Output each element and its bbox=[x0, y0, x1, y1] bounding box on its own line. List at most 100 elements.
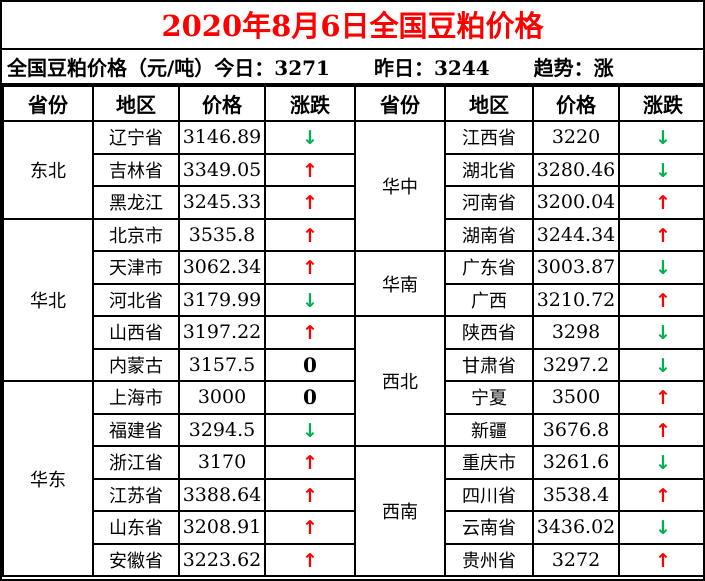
price-cell: 3500 bbox=[532, 380, 620, 415]
price-table: 省份 地区 价格 涨跌 省份 地区 价格 涨跌 东北 辽宁省 3146.89 ↓ 华中 江西省 3220 ↓… bbox=[2, 85, 703, 577]
region-cell: 黑龙江 bbox=[92, 185, 180, 220]
column-header-2: 价格 bbox=[178, 85, 266, 122]
trend-up-icon: ↑ bbox=[302, 517, 318, 540]
trend-down-icon: ↓ bbox=[302, 419, 318, 442]
table-row: 福建省 3294.5 ↓ 新疆 3676.8 ↑ bbox=[3, 412, 703, 447]
price-cell: 3535.8 bbox=[178, 217, 266, 252]
region-cell: 云南省 bbox=[444, 510, 534, 545]
trend-up-icon: ↑ bbox=[302, 192, 318, 215]
region-cell: 广东省 bbox=[444, 250, 534, 285]
table-row: 天津市 3062.34 ↑ 华南 广东省 3003.87 ↓ bbox=[3, 250, 703, 317]
price-cell: 3298 bbox=[532, 315, 620, 350]
price-cell: 3538.4 bbox=[532, 477, 620, 512]
table-row: 吉林省 3349.05 ↑ 湖北省 3280.46 ↓ bbox=[3, 152, 703, 187]
trend-up-icon: ↑ bbox=[302, 549, 318, 572]
trend-cell: ↓ bbox=[264, 412, 356, 447]
column-header-0: 省份 bbox=[2, 85, 94, 122]
trend-cell: ↑ bbox=[618, 185, 703, 220]
province-cell: 华中 bbox=[354, 120, 446, 252]
region-cell: 甘肃省 bbox=[444, 347, 534, 382]
region-cell: 新疆 bbox=[444, 412, 534, 447]
trend-down-icon: ↓ bbox=[655, 257, 671, 280]
trend-up-icon: ↑ bbox=[302, 159, 318, 182]
price-cell: 3388.64 bbox=[178, 477, 266, 512]
trend-cell: ↑ bbox=[264, 152, 356, 187]
trend-up-icon: ↑ bbox=[655, 549, 671, 572]
trend-down-icon: ↓ bbox=[655, 354, 671, 377]
region-cell: 山东省 bbox=[92, 510, 180, 545]
trend-cell: ↑ bbox=[618, 217, 703, 252]
price-cell: 3000 bbox=[178, 380, 266, 415]
price-cell: 3223.62 bbox=[178, 542, 266, 577]
region-cell: 吉林省 bbox=[92, 152, 180, 187]
trend-down-icon: ↓ bbox=[655, 159, 671, 182]
region-cell: 四川省 bbox=[444, 477, 534, 512]
trend-up-icon: ↑ bbox=[655, 484, 671, 507]
summary-label: 全国豆粕价格（元/吨） bbox=[7, 56, 215, 80]
region-cell: 河北省 bbox=[92, 282, 180, 317]
column-header-1: 地区 bbox=[92, 85, 180, 122]
trend-up-icon: ↑ bbox=[655, 419, 671, 442]
trend-down-icon: ↓ bbox=[302, 289, 318, 312]
table-row: 江苏省 3388.64 ↑ 四川省 3538.4 ↑ bbox=[3, 477, 703, 512]
table-row: 华北 北京市 3535.8 ↑ 湖南省 3244.34 ↑ bbox=[2, 217, 703, 382]
trend-cell: 0 bbox=[264, 380, 356, 415]
table-row: 华东 上海市 3000 0 宁夏 3500 ↑ bbox=[2, 380, 703, 577]
trend-cell: ↓ bbox=[618, 445, 703, 480]
trend-cell: ↑ bbox=[264, 477, 356, 512]
province-cell: 东北 bbox=[2, 120, 94, 220]
trend-zero-value: 0 bbox=[303, 385, 317, 410]
region-cell: 浙江省 bbox=[92, 445, 180, 480]
trend-up-icon: ↑ bbox=[655, 192, 671, 215]
trend-up-icon: ↑ bbox=[302, 322, 318, 345]
price-cell: 3261.6 bbox=[532, 445, 620, 480]
trend-cell: ↓ bbox=[618, 250, 703, 285]
region-cell: 上海市 bbox=[92, 380, 180, 415]
table-row: 山西省 3197.22 ↑ 西北 陕西省 3298 ↓ bbox=[3, 315, 703, 447]
price-cell: 3179.99 bbox=[178, 282, 266, 317]
trend-down-icon: ↓ bbox=[655, 452, 671, 475]
province-cell: 华东 bbox=[2, 380, 94, 577]
trend-down-icon: ↓ bbox=[655, 517, 671, 540]
column-header-1: 地区 bbox=[444, 85, 534, 122]
region-cell: 河南省 bbox=[444, 185, 534, 220]
column-header-3: 涨跌 bbox=[618, 85, 703, 122]
price-cell: 3245.33 bbox=[178, 185, 266, 220]
price-cell: 3220 bbox=[532, 120, 620, 155]
trend-up-icon: ↑ bbox=[655, 224, 671, 247]
price-cell: 3210.72 bbox=[532, 282, 620, 317]
region-cell: 湖北省 bbox=[444, 152, 534, 187]
trend-cell: ↑ bbox=[264, 510, 356, 545]
price-cell: 3157.5 bbox=[178, 347, 266, 382]
price-cell: 3297.2 bbox=[532, 347, 620, 382]
page-title: 2020年8月6日全国豆粕价格 bbox=[2, 2, 703, 50]
trend-cell: ↓ bbox=[264, 120, 356, 155]
trend-cell: ↑ bbox=[264, 217, 356, 252]
price-cell: 3280.46 bbox=[532, 152, 620, 187]
trend-up-icon: ↑ bbox=[302, 484, 318, 507]
price-cell: 3349.05 bbox=[178, 152, 266, 187]
table-row: 内蒙古 3157.5 0 甘肃省 3297.2 ↓ bbox=[3, 347, 703, 382]
trend-cell: ↓ bbox=[618, 315, 703, 350]
price-cell: 3062.34 bbox=[178, 250, 266, 285]
trend-cell: ↑ bbox=[264, 315, 356, 350]
trend-cell: ↓ bbox=[618, 152, 703, 187]
province-cell: 华北 bbox=[2, 217, 94, 382]
price-cell: 3197.22 bbox=[178, 315, 266, 350]
trend-up-icon: ↑ bbox=[302, 452, 318, 475]
trend-down-icon: ↓ bbox=[655, 127, 671, 150]
price-cell: 3146.89 bbox=[178, 120, 266, 155]
trend-cell: 0 bbox=[264, 347, 356, 382]
trend-down-icon: ↓ bbox=[302, 127, 318, 150]
trend-cell: ↑ bbox=[264, 542, 356, 577]
region-cell: 山西省 bbox=[92, 315, 180, 350]
region-cell: 安徽省 bbox=[92, 542, 180, 577]
trend-up-icon: ↑ bbox=[655, 387, 671, 410]
price-cell: 3244.34 bbox=[532, 217, 620, 252]
trend-cell: ↑ bbox=[618, 477, 703, 512]
table-header: 省份 地区 价格 涨跌 省份 地区 价格 涨跌 bbox=[2, 85, 703, 122]
province-cell: 西南 bbox=[354, 445, 446, 577]
trend-down-icon: ↓ bbox=[655, 322, 671, 345]
region-cell: 湖南省 bbox=[444, 217, 534, 252]
table-row: 河北省 3179.99 ↓ 广西 3210.72 ↑ bbox=[3, 282, 703, 317]
